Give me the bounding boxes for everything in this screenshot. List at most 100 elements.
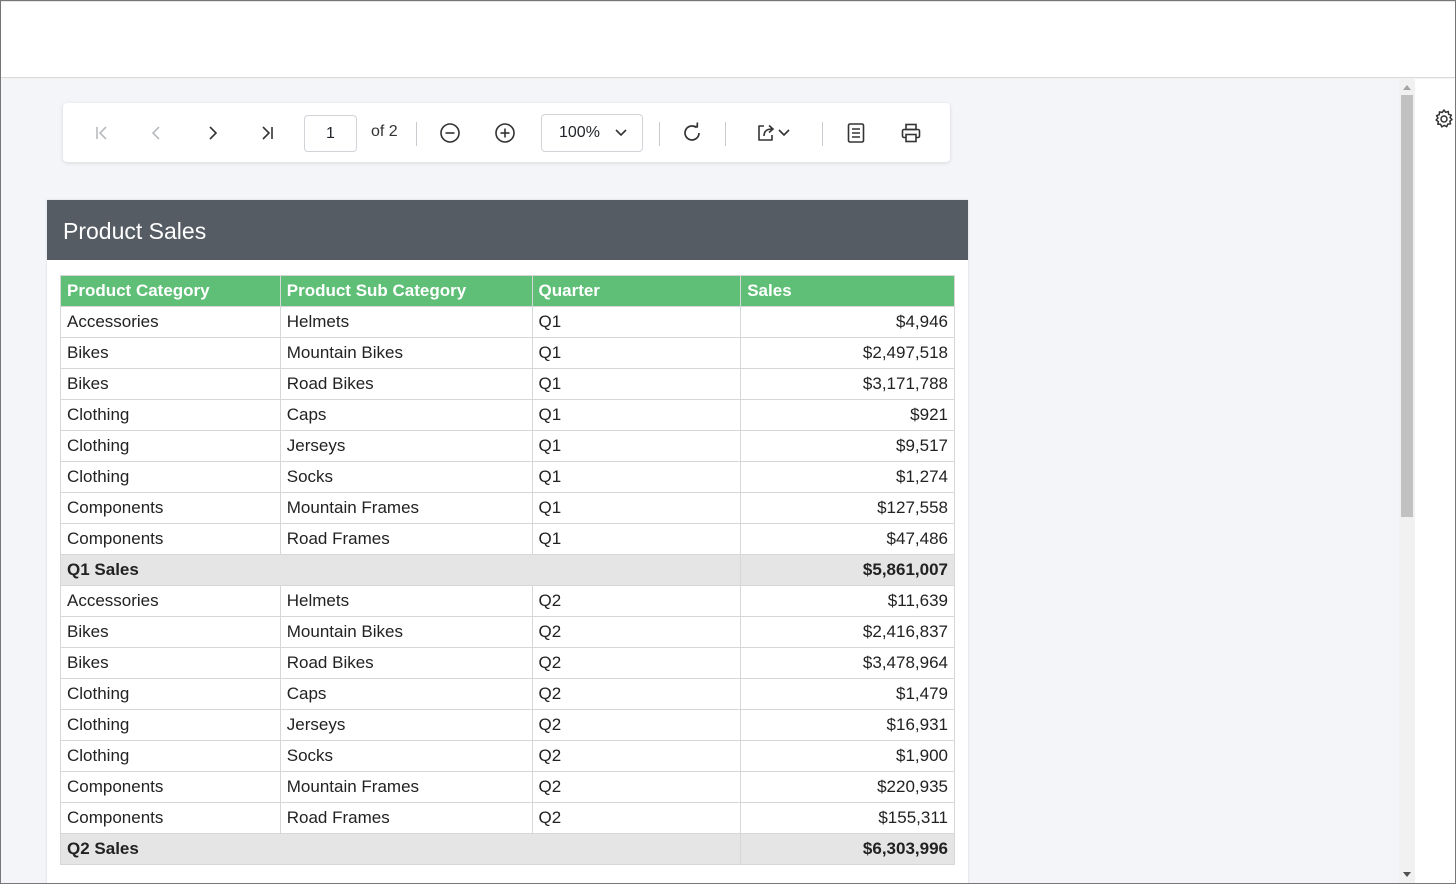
sales-cell: $921	[740, 399, 955, 431]
table-row: Accessories Helmets Q2 $11,639	[60, 585, 955, 617]
subtotal-sales: $5,861,007	[740, 554, 955, 586]
subtotal-row: Q1 Sales $5,861,007	[59, 554, 955, 586]
subcategory-cell: Caps	[279, 678, 533, 710]
first-page-button[interactable]	[87, 118, 117, 148]
vertical-scrollbar[interactable]	[1399, 79, 1415, 883]
table-row: Clothing Socks Q1 $1,274	[60, 461, 955, 493]
table-row: Bikes Road Bikes Q2 $3,478,964	[60, 647, 955, 679]
subcategory-cell: Road Frames	[279, 523, 533, 555]
next-page-icon	[209, 126, 218, 140]
sales-cell: $1,274	[740, 461, 955, 493]
subcategory-cell: Caps	[279, 399, 533, 431]
category-cell: Clothing	[60, 399, 281, 431]
category-cell: Accessories	[60, 585, 281, 617]
subcategory-cell: Mountain Frames	[279, 492, 533, 524]
table-header-row: Product Category Product Sub Category Qu…	[60, 275, 955, 307]
table-row: Clothing Jerseys Q1 $9,517	[60, 430, 955, 462]
subcategory-cell: Socks	[279, 461, 533, 493]
table-row: Clothing Socks Q2 $1,900	[60, 740, 955, 772]
quarter-cell: Q1	[531, 337, 742, 369]
quarter-cell: Q2	[531, 740, 742, 772]
sales-cell: $4,946	[740, 306, 955, 338]
subcategory-cell: Mountain Frames	[279, 771, 533, 803]
toolbar-separator	[822, 122, 823, 146]
gear-icon[interactable]	[1433, 108, 1455, 130]
first-page-icon	[96, 126, 107, 140]
next-page-button[interactable]	[197, 118, 227, 148]
zoom-select[interactable]: 100%	[541, 114, 643, 152]
toolbar-separator	[416, 122, 417, 146]
toolbar-separator	[725, 122, 726, 146]
chevron-down-icon	[615, 129, 627, 137]
print-icon	[901, 123, 921, 143]
column-header: Product Sub Category	[279, 275, 533, 307]
table-row: Components Road Frames Q2 $155,311	[60, 802, 955, 834]
column-header: Sales	[740, 275, 955, 307]
category-cell: Clothing	[60, 430, 281, 462]
sales-cell: $220,935	[740, 771, 955, 803]
category-cell: Clothing	[60, 461, 281, 493]
table-row: Components Mountain Frames Q1 $127,558	[60, 492, 955, 524]
subtotal-row: Q2 Sales $6,303,996	[59, 833, 955, 865]
subtotal-label: Q1 Sales	[59, 554, 742, 586]
zoom-in-icon	[495, 123, 515, 143]
category-cell: Accessories	[60, 306, 281, 338]
refresh-button[interactable]	[677, 118, 707, 148]
zoom-out-icon	[440, 123, 460, 143]
last-page-button[interactable]	[252, 118, 282, 148]
subcategory-cell: Road Bikes	[279, 647, 533, 679]
table-row: Components Road Frames Q1 $47,486	[60, 523, 955, 555]
scroll-down-arrow-icon[interactable]	[1403, 872, 1411, 877]
sales-cell: $1,900	[740, 740, 955, 772]
quarter-cell: Q1	[531, 306, 742, 338]
sales-cell: $2,497,518	[740, 337, 955, 369]
subcategory-cell: Jerseys	[279, 430, 533, 462]
export-icon	[758, 124, 775, 141]
category-cell: Bikes	[60, 616, 281, 648]
zoom-value: 100%	[559, 124, 600, 141]
category-cell: Clothing	[60, 678, 281, 710]
sales-cell: $16,931	[740, 709, 955, 741]
category-cell: Components	[60, 523, 281, 555]
subtotal-sales: $6,303,996	[740, 833, 955, 865]
page-number-input[interactable]	[304, 115, 357, 152]
table-row: Bikes Mountain Bikes Q2 $2,416,837	[60, 616, 955, 648]
export-button[interactable]	[751, 118, 795, 148]
sales-cell: $1,479	[740, 678, 955, 710]
sales-cell: $155,311	[740, 802, 955, 834]
quarter-cell: Q2	[531, 647, 742, 679]
subcategory-cell: Road Frames	[279, 802, 533, 834]
table-row: Clothing Caps Q1 $921	[60, 399, 955, 431]
table-row: Accessories Helmets Q1 $4,946	[60, 306, 955, 338]
sales-cell: $3,478,964	[740, 647, 955, 679]
column-header: Product Category	[60, 275, 281, 307]
subcategory-cell: Socks	[279, 740, 533, 772]
report-page: Product Sales Product Category Product S…	[47, 200, 968, 883]
sales-cell: $127,558	[740, 492, 955, 524]
category-cell: Components	[60, 771, 281, 803]
print-layout-button[interactable]	[841, 118, 871, 148]
quarter-cell: Q1	[531, 492, 742, 524]
subcategory-cell: Helmets	[279, 306, 533, 338]
previous-page-button[interactable]	[142, 118, 172, 148]
page-count-label: of 2	[371, 123, 398, 140]
subcategory-cell: Mountain Bikes	[279, 337, 533, 369]
category-cell: Bikes	[60, 337, 281, 369]
quarter-cell: Q2	[531, 616, 742, 648]
scrollbar-thumb[interactable]	[1401, 95, 1413, 517]
category-cell: Components	[60, 802, 281, 834]
print-layout-icon	[847, 123, 865, 143]
sales-cell: $3,171,788	[740, 368, 955, 400]
print-button[interactable]	[896, 118, 926, 148]
refresh-icon	[684, 122, 700, 141]
table-row: Bikes Mountain Bikes Q1 $2,497,518	[60, 337, 955, 369]
scroll-up-arrow-icon[interactable]	[1403, 85, 1411, 90]
table-body: Accessories Helmets Q1 $4,946 Bikes Mountain …	[59, 306, 955, 865]
zoom-in-button[interactable]	[490, 118, 520, 148]
sales-cell: $2,416,837	[740, 616, 955, 648]
quarter-cell: Q2	[531, 678, 742, 710]
quarter-cell: Q1	[531, 430, 742, 462]
quarter-cell: Q1	[531, 368, 742, 400]
table-row: Clothing Jerseys Q2 $16,931	[60, 709, 955, 741]
zoom-out-button[interactable]	[435, 118, 465, 148]
